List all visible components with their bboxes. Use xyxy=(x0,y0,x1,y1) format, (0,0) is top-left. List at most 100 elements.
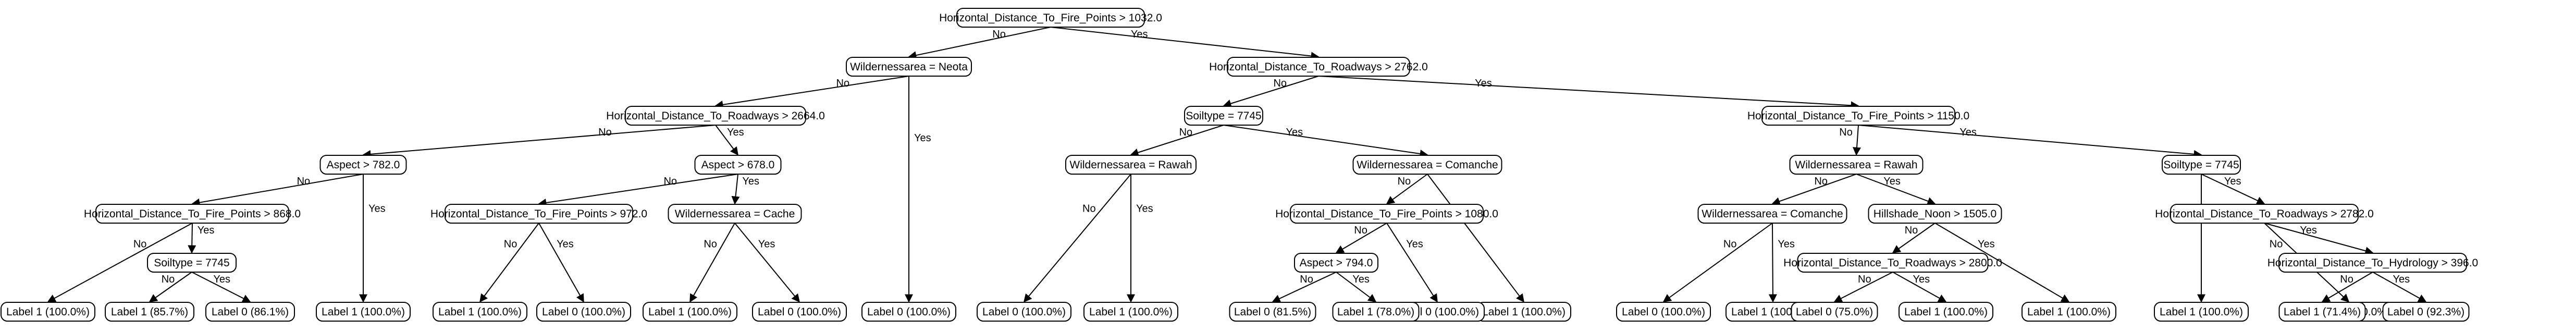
node-label: Label 0 (100.0%) xyxy=(758,306,841,318)
edge-label: Yes xyxy=(1286,127,1303,138)
node-label: Horizontal_Distance_To_Hydrology > 396.0 xyxy=(2267,257,2479,269)
node-label: Wildernessarea = Rawah xyxy=(1795,159,1917,171)
leaf-node: Label 1 (100.0%) xyxy=(433,302,527,322)
node-box xyxy=(433,302,527,322)
tree-edge: No xyxy=(479,223,539,303)
tree-edge: No xyxy=(191,174,364,207)
node-box xyxy=(1797,253,1989,273)
tree-edge: No xyxy=(2183,174,2205,303)
decision-node: Hillshade_Noon > 1505.0 xyxy=(1868,204,2002,224)
tree-edge: No xyxy=(1223,76,1319,108)
tree-edge: Yes xyxy=(1336,272,1377,302)
node-box xyxy=(1789,155,1924,175)
tree-edge: No xyxy=(2321,272,2373,302)
edge-label: Yes xyxy=(1778,238,1795,250)
edge-arrow xyxy=(479,223,539,303)
node-label: Wildernessarea = Neota xyxy=(850,61,968,73)
node-box xyxy=(1290,204,1484,224)
decision-node: Wildernessarea = Comanche xyxy=(1697,204,1847,224)
node-box xyxy=(1899,302,1993,322)
edge-arrow xyxy=(1223,76,1319,108)
edge-arrow xyxy=(1768,223,1777,303)
edge-arrow xyxy=(689,223,735,303)
tree-edge: Yes xyxy=(731,174,759,205)
edge-label: Yes xyxy=(1136,203,1153,215)
node-label: Label 1 (85.7%) xyxy=(111,306,188,318)
edge-label: No xyxy=(2340,274,2353,285)
node-box xyxy=(2162,155,2241,175)
leaf-node: Label 0 (100.0%) xyxy=(1616,302,1711,322)
node-label: Label 1 (71.4%) xyxy=(2284,306,2361,318)
node-label: Wildernessarea = Comanche xyxy=(1702,208,1843,220)
edge-label: Yes xyxy=(213,274,230,285)
node-label: Label 0 (100.0%) xyxy=(1622,306,1705,318)
leaf-node: Label 1 (100.0%) xyxy=(643,302,737,322)
tree-edge: Yes xyxy=(1050,27,1320,60)
decision-node: Horizontal_Distance_To_Roadways > 2782.0 xyxy=(2155,204,2374,224)
edge-arrow xyxy=(1318,76,1859,110)
edge-label: No xyxy=(1905,225,1918,236)
leaf-node: Label 0 (100.0%) xyxy=(977,302,1071,322)
edge-label: Yes xyxy=(1131,29,1148,40)
node-label: Soiltype = 7745 xyxy=(2163,159,2239,171)
node-box xyxy=(2278,302,2366,322)
tree-edge: Yes xyxy=(1223,125,1428,158)
edge-arrow xyxy=(908,27,1051,59)
edge-label: No xyxy=(1354,225,1367,236)
edge-arrow xyxy=(149,272,192,302)
edge-label: No xyxy=(297,176,311,187)
node-label: Label 1 (100.0%) xyxy=(1904,306,1988,318)
decision-node: Horizontal_Distance_To_Fire_Points > 115… xyxy=(1747,106,1969,126)
node-box xyxy=(2022,302,2116,322)
nodes-layer: Horizontal_Distance_To_Fire_Points > 103… xyxy=(1,8,2479,322)
edge-label: Yes xyxy=(1475,78,1492,89)
node-label: Horizontal_Distance_To_Roadways > 2664.0 xyxy=(606,110,825,122)
edge-label: No xyxy=(1273,78,1287,89)
leaf-node: Label 1 (100.0%) xyxy=(2022,302,2116,322)
tree-edge: No xyxy=(1130,125,1224,157)
node-box xyxy=(1065,155,1197,175)
node-box xyxy=(1352,155,1502,175)
edge-label: No xyxy=(1300,274,1313,285)
edge-label: No xyxy=(504,238,517,250)
node-label: Horizontal_Distance_To_Fire_Points > 115… xyxy=(1747,110,1969,122)
decision-node: Horizontal_Distance_To_Fire_Points > 103… xyxy=(939,8,1162,28)
leaf-node: Label 0 (86.1%) xyxy=(205,302,295,322)
leaf-node: Label 1 (100.0%) xyxy=(1083,302,1178,322)
tree-edge: Yes xyxy=(1386,223,1438,303)
tree-edge: Yes xyxy=(538,223,584,303)
edge-arrow xyxy=(1771,174,1857,205)
edge-arrow xyxy=(1833,272,1893,302)
decision-node: Wildernessarea = Comanche xyxy=(1352,155,1502,175)
node-label: Horizontal_Distance_To_Fire_Points > 108… xyxy=(1275,208,1498,220)
leaf-node: Label 1 (100.0%) xyxy=(316,302,411,322)
node-label: Soiltype = 7745 xyxy=(154,257,229,269)
edge-arrow xyxy=(1335,223,1387,253)
edge-label: No xyxy=(133,238,147,250)
node-box xyxy=(752,302,847,322)
edge-label: No xyxy=(1179,127,1193,138)
edge-label: No xyxy=(162,274,175,285)
leaf-node: Label 1 (85.7%) xyxy=(105,302,194,322)
leaf-node: Label 0 (100.0%) xyxy=(752,302,847,322)
node-box xyxy=(1229,302,1316,322)
decision-node: Wildernessarea = Neota xyxy=(846,57,972,77)
edge-arrow xyxy=(1662,223,1773,302)
node-box xyxy=(105,302,194,322)
leaf-node: Label 1 (78.0%) xyxy=(1332,302,1420,322)
edge-label: No xyxy=(992,29,1006,40)
edge-arrow xyxy=(734,223,800,303)
node-label: Label 0 (86.1%) xyxy=(212,306,289,318)
node-box xyxy=(1761,106,1955,126)
decision-node: Horizontal_Distance_To_Roadways > 2664.0 xyxy=(606,106,825,126)
node-label: Label 0 (100.0%) xyxy=(982,306,1066,318)
decision-node: Horizontal_Distance_To_Fire_Points > 868… xyxy=(84,204,301,224)
node-box xyxy=(694,155,782,175)
node-box xyxy=(625,106,806,126)
tree-edge: No xyxy=(362,125,716,158)
node-label: Label 1 (100.0%) xyxy=(1482,306,1566,318)
tree-edge: No xyxy=(47,223,193,302)
node-label: Horizontal_Distance_To_Roadways > 2762.0 xyxy=(1209,61,1428,73)
node-box xyxy=(445,204,633,224)
